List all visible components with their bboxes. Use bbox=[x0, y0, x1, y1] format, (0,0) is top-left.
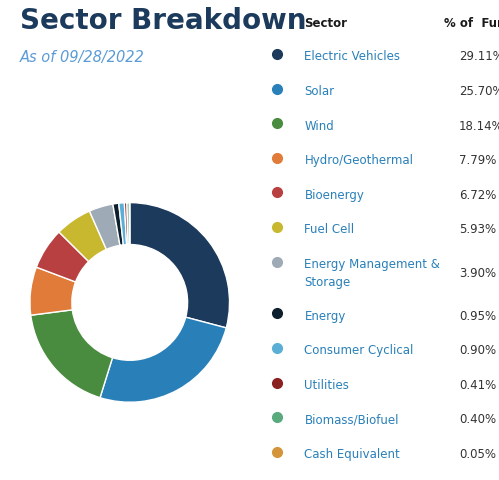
Text: 25.70%: 25.70% bbox=[459, 85, 499, 98]
Wedge shape bbox=[130, 203, 230, 328]
Text: Hydro/Geothermal: Hydro/Geothermal bbox=[304, 154, 413, 167]
Text: Electric Vehicles: Electric Vehicles bbox=[304, 50, 400, 63]
Wedge shape bbox=[31, 310, 112, 397]
Wedge shape bbox=[100, 317, 226, 402]
Text: 0.90%: 0.90% bbox=[459, 344, 496, 357]
Wedge shape bbox=[89, 204, 120, 250]
Text: 0.41%: 0.41% bbox=[459, 379, 497, 392]
Text: Bioenergy: Bioenergy bbox=[304, 189, 364, 202]
Text: Solar: Solar bbox=[304, 85, 334, 98]
Text: 0.40%: 0.40% bbox=[459, 413, 496, 426]
Wedge shape bbox=[59, 211, 106, 262]
Text: 0.05%: 0.05% bbox=[459, 448, 496, 461]
Text: Biomass/Biofuel: Biomass/Biofuel bbox=[304, 413, 399, 426]
Text: As of 09/28/2022: As of 09/28/2022 bbox=[20, 50, 145, 65]
Wedge shape bbox=[113, 203, 123, 245]
Wedge shape bbox=[127, 203, 130, 244]
Wedge shape bbox=[119, 203, 127, 245]
Text: 6.72%: 6.72% bbox=[459, 189, 497, 202]
Text: 0.95%: 0.95% bbox=[459, 310, 496, 323]
Text: Sector: Sector bbox=[304, 17, 347, 30]
Text: Utilities: Utilities bbox=[304, 379, 349, 392]
Text: Consumer Cyclical: Consumer Cyclical bbox=[304, 344, 414, 357]
Text: Energy: Energy bbox=[304, 310, 346, 323]
Text: 5.93%: 5.93% bbox=[459, 223, 496, 236]
Text: Wind: Wind bbox=[304, 120, 334, 132]
Wedge shape bbox=[124, 203, 128, 245]
Text: Cash Equivalent: Cash Equivalent bbox=[304, 448, 400, 461]
Text: 29.11%: 29.11% bbox=[459, 50, 499, 63]
Text: Sector Breakdown: Sector Breakdown bbox=[20, 7, 306, 35]
Wedge shape bbox=[30, 267, 75, 315]
Text: 3.90%: 3.90% bbox=[459, 267, 496, 280]
Text: 7.79%: 7.79% bbox=[459, 154, 497, 167]
Text: 18.14%: 18.14% bbox=[459, 120, 499, 132]
Wedge shape bbox=[36, 232, 89, 282]
Text: Fuel Cell: Fuel Cell bbox=[304, 223, 354, 236]
Text: Energy Management &: Energy Management & bbox=[304, 258, 440, 271]
Text: Storage: Storage bbox=[304, 276, 351, 289]
Text: % of  Fund: % of Fund bbox=[444, 17, 499, 30]
